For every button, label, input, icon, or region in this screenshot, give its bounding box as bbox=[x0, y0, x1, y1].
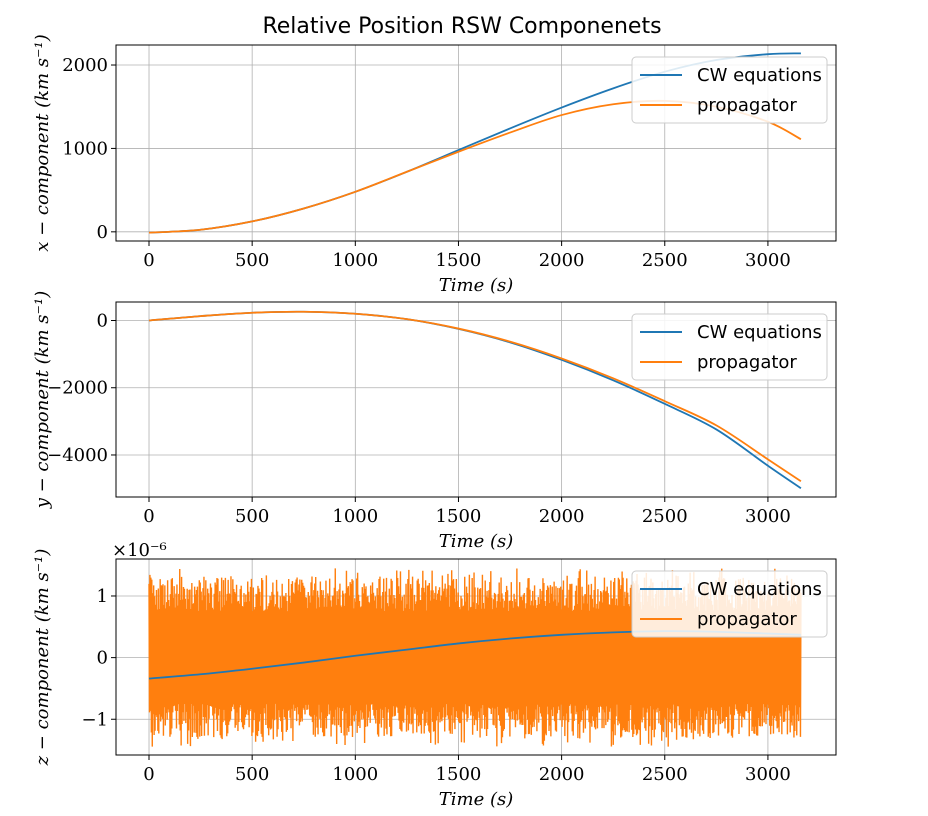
y-axis-label: z − component (km s⁻¹) bbox=[32, 549, 53, 767]
axes-frame bbox=[115, 301, 837, 498]
x-tick-label: 500 bbox=[235, 250, 269, 271]
panel-z: 0 500 1000 1500 2000 2500 3000 1 0 −1 Time (s) z − … bbox=[32, 540, 837, 810]
y-tick-label: 0 bbox=[97, 648, 108, 669]
x-tick-label: 1500 bbox=[436, 764, 482, 785]
axes-frame bbox=[115, 558, 837, 756]
x-tick-label: 0 bbox=[143, 764, 154, 785]
axes-frame bbox=[115, 44, 837, 242]
x-axis-label: Time (s) bbox=[439, 275, 514, 296]
series-group bbox=[148, 310, 802, 490]
x-tick-label: 1000 bbox=[332, 506, 378, 527]
x-tick-label: 3000 bbox=[745, 506, 791, 527]
y-tick-label: −2000 bbox=[47, 378, 108, 399]
x-tick-label: 1500 bbox=[436, 250, 482, 271]
series-line-propagator bbox=[148, 568, 802, 747]
y-tick-label: 0 bbox=[97, 310, 108, 331]
panel-x: 0 500 1000 1500 2000 2500 3000 0 1000 2000 Time (s… bbox=[32, 34, 837, 296]
legend-label: propagator bbox=[697, 609, 797, 630]
legend-label: propagator bbox=[697, 352, 797, 373]
x-tick-label: 1500 bbox=[436, 506, 482, 527]
y-tick-label: −1 bbox=[81, 709, 108, 730]
y-tick-label: 2000 bbox=[62, 55, 108, 76]
legend-box bbox=[631, 570, 828, 638]
x-tick-label: 2000 bbox=[539, 250, 585, 271]
y-tick-label: 1000 bbox=[62, 138, 108, 159]
x-tick-label: 1000 bbox=[332, 764, 378, 785]
x-tick-label: 500 bbox=[235, 506, 269, 527]
x-axis-label: Time (s) bbox=[439, 531, 514, 552]
x-tick-label: 2000 bbox=[539, 506, 585, 527]
legend: CW equations propagator bbox=[631, 56, 828, 124]
legend-label: CW equations bbox=[697, 579, 822, 600]
x-tick-label: 1000 bbox=[332, 250, 378, 271]
x-tick-label: 2500 bbox=[642, 250, 688, 271]
y-tick-label: −4000 bbox=[47, 445, 108, 466]
x-axis-label: Time (s) bbox=[439, 789, 514, 810]
x-tick-label: 3000 bbox=[745, 764, 791, 785]
legend-box bbox=[631, 313, 828, 381]
y-axis-label: y − component (km s⁻¹) bbox=[32, 291, 53, 510]
legend-box bbox=[631, 56, 828, 124]
series-line-propagator bbox=[148, 310, 802, 482]
x-tick-label: 0 bbox=[143, 506, 154, 527]
y-tick-label: 0 bbox=[97, 222, 108, 243]
x-tick-label: 2000 bbox=[539, 764, 585, 785]
figure-title: Relative Position RSW Componenets bbox=[262, 14, 661, 39]
x-tick-label: 3000 bbox=[745, 250, 791, 271]
legend-label: CW equations bbox=[697, 65, 822, 86]
x-tick-label: 2500 bbox=[642, 764, 688, 785]
legend-label: propagator bbox=[697, 95, 797, 116]
x-tick-label: 0 bbox=[143, 250, 154, 271]
legend: CW equations propagator bbox=[631, 570, 828, 638]
y-offset-label: ×10⁻⁶ bbox=[112, 540, 167, 561]
panel-y: 0 500 1000 1500 2000 2500 3000 0 −2000 −4000 Time … bbox=[32, 291, 837, 552]
y-tick-label: 1 bbox=[97, 586, 108, 607]
legend-label: CW equations bbox=[697, 322, 822, 343]
y-axis-label: x − component (km s⁻¹) bbox=[32, 34, 53, 252]
x-tick-label: 2500 bbox=[642, 506, 688, 527]
x-tick-label: 500 bbox=[235, 764, 269, 785]
legend: CW equations propagator bbox=[631, 313, 828, 381]
